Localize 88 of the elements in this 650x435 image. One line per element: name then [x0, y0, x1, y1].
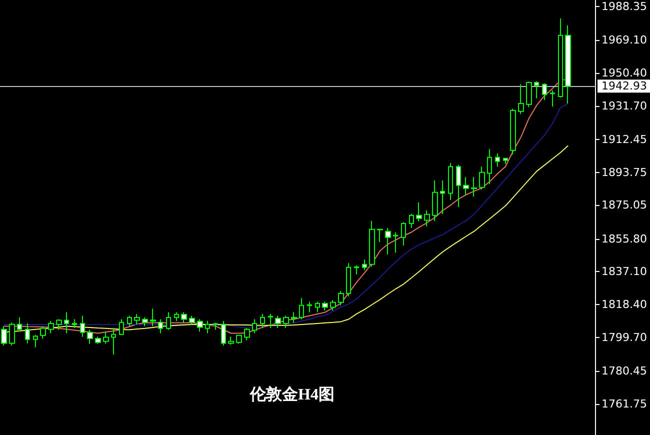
candlestick	[48, 320, 54, 334]
candlestick	[244, 328, 250, 341]
candlestick	[87, 329, 93, 344]
candlestick	[213, 322, 218, 330]
candlestick	[299, 298, 304, 320]
candlestick	[565, 24, 571, 104]
candlestick	[228, 336, 234, 346]
candlestick	[471, 176, 477, 197]
candlestick	[17, 316, 22, 332]
candlestick	[260, 313, 265, 329]
candlestick	[440, 180, 445, 214]
y-tick-label: 1988.35	[602, 0, 648, 13]
candlestick	[119, 318, 124, 336]
candlestick	[409, 213, 414, 229]
candlestick	[134, 313, 140, 325]
candlestick	[236, 334, 242, 344]
candlestick	[80, 315, 85, 338]
candlestick	[252, 318, 257, 334]
candlestick	[181, 312, 187, 324]
candlestick	[189, 315, 195, 325]
candlestick	[385, 228, 391, 255]
candlestick	[33, 334, 38, 348]
candlestick	[401, 222, 406, 246]
candlestick	[518, 84, 524, 115]
candlestick	[338, 290, 344, 306]
candlestick	[510, 108, 516, 155]
y-tick-label: 1799.70	[602, 330, 648, 344]
candlestick	[142, 316, 148, 327]
candlestick	[322, 301, 328, 311]
y-tick-label: 1912.45	[602, 133, 648, 146]
candlestick	[72, 318, 77, 329]
y-tick-label: 1818.40	[602, 298, 648, 311]
candlestick	[111, 328, 116, 355]
y-tick-label: 1837.10	[602, 265, 648, 278]
candlestick	[64, 312, 69, 334]
candlestick	[315, 301, 320, 313]
candlestick	[9, 322, 15, 346]
candlestick	[307, 301, 312, 313]
candlestick	[283, 315, 289, 329]
candlestick	[393, 232, 398, 254]
candlestick	[354, 264, 359, 275]
candlestick	[550, 90, 555, 107]
text: 伦敦金H4图	[249, 386, 334, 404]
candlestick	[268, 313, 273, 329]
candlestick	[495, 152, 500, 168]
y-tick-label: 1780.45	[602, 364, 648, 378]
candlestick	[103, 331, 109, 344]
candlestick	[40, 326, 46, 340]
candlestick	[197, 318, 203, 332]
candlestick	[362, 259, 367, 271]
y-tick-label: 1950.40	[602, 66, 648, 80]
y-tick-label: 1875.05	[602, 198, 648, 212]
candlestick	[158, 318, 163, 334]
candlestick	[205, 320, 210, 334]
candlestick	[1, 326, 7, 346]
candlestick	[448, 162, 453, 200]
candlestick	[487, 148, 492, 185]
candlestick	[456, 164, 461, 208]
y-tick-label: 1893.75	[602, 166, 648, 179]
candlestick	[377, 228, 383, 243]
candlestick	[25, 322, 30, 344]
candlestick	[369, 220, 375, 268]
candlestick	[432, 180, 438, 222]
candlestick	[127, 315, 132, 327]
y-tick-label: 1969.10	[602, 34, 648, 47]
candlestick	[424, 210, 430, 227]
candlestick	[174, 312, 179, 322]
candlestick	[416, 202, 422, 222]
y-tick-label: 1855.80	[602, 232, 648, 246]
candlestick	[221, 320, 226, 346]
candlestick	[150, 308, 156, 327]
candlestick	[542, 82, 547, 100]
candlestick	[558, 18, 563, 98]
y-tick-label: 1761.75	[602, 397, 648, 410]
candlestick	[534, 80, 539, 99]
candlestick	[291, 312, 297, 324]
candlestick	[463, 176, 469, 196]
y-tick-label: 1931.70	[602, 99, 648, 112]
candlestick	[166, 312, 171, 330]
candlestick	[56, 318, 62, 330]
candlestick	[346, 262, 351, 297]
candlestick	[95, 336, 101, 344]
candlestick	[526, 81, 532, 108]
candlestick	[479, 166, 485, 190]
candlestick	[330, 299, 336, 311]
candlestick	[503, 157, 508, 164]
ref-line-label: 1942.93	[602, 80, 648, 93]
candlestick	[275, 315, 281, 329]
